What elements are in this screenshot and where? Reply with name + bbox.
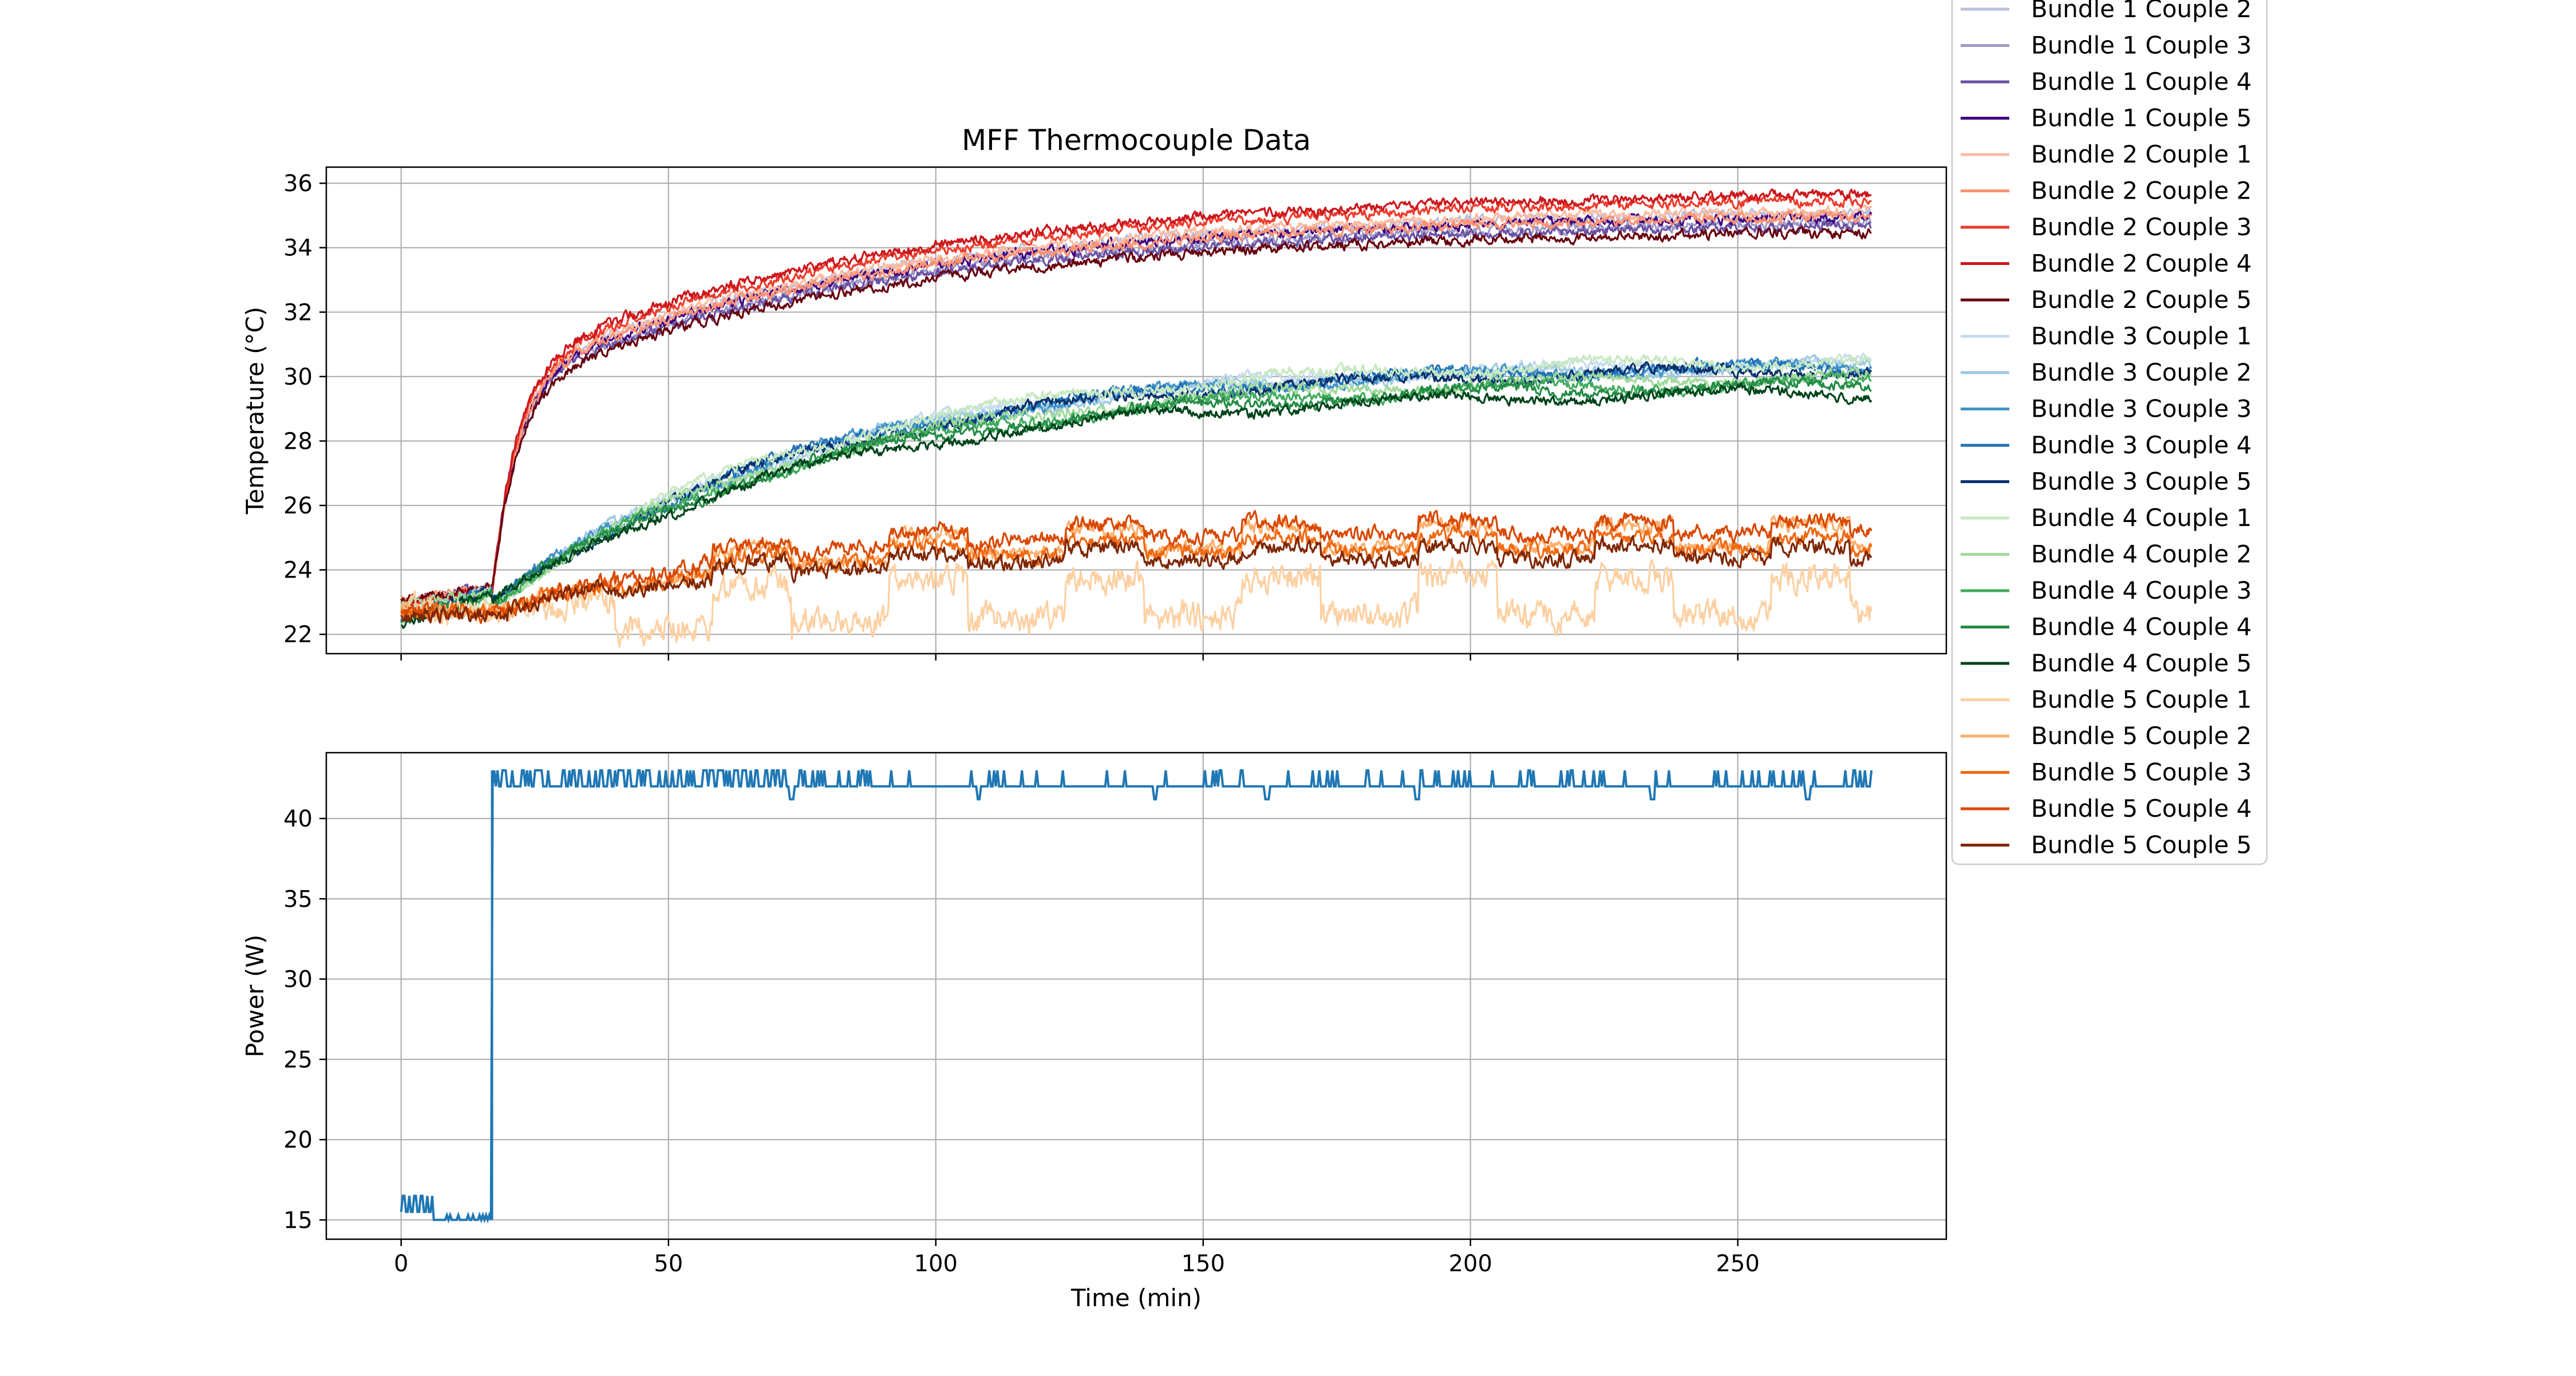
temperature-y-tick-label: 22: [283, 622, 313, 648]
power-x-tick-label: 100: [914, 1251, 958, 1277]
temperature-series-line: [400, 515, 1872, 622]
legend-frame: [1951, 0, 2268, 865]
temperature-series-group: [400, 188, 1872, 648]
legend-label: Bundle 5 Couple 4: [2031, 794, 2252, 823]
temperature-y-tick-label: 30: [283, 364, 313, 390]
temperature-series-line: [400, 509, 1872, 624]
power-y-tick-label: 25: [283, 1047, 313, 1073]
legend-label: Bundle 3 Couple 2: [2031, 358, 2252, 386]
legend-label: Bundle 4 Couple 5: [2031, 649, 2252, 677]
legend-label: Bundle 1 Couple 4: [2031, 68, 2252, 96]
legend-label: Bundle 3 Couple 3: [2031, 395, 2252, 423]
power-series-group: [400, 769, 1873, 1224]
power-plot-area: [326, 753, 1946, 1239]
legend-label: Bundle 5 Couple 2: [2031, 722, 2252, 750]
power-axis-label: Power (W): [241, 935, 269, 1058]
legend-label: Bundle 5 Couple 1: [2031, 686, 2252, 714]
legend-label: Bundle 3 Couple 1: [2031, 322, 2252, 350]
power-grid: [326, 753, 1946, 1239]
legend-label: Bundle 5 Couple 5: [2031, 831, 2252, 859]
legend-label: Bundle 2 Couple 4: [2031, 250, 2252, 278]
power-y-tick-label: 30: [283, 967, 313, 993]
power-y-tick-label: 40: [283, 806, 313, 832]
power-ticks: 0 50 100 150 200 250 15 20 25 30 35 40: [283, 806, 1760, 1277]
temperature-series-line: [400, 226, 1872, 606]
legend-label: Bundle 2 Couple 5: [2031, 286, 2252, 314]
legend-items: Bundle 1 Couple 2 Bundle 1 Couple 3 Bundle…: [1961, 0, 2252, 859]
power-x-tick-label: 0: [394, 1251, 408, 1277]
legend-label: Bundle 2 Couple 3: [2031, 213, 2252, 241]
legend-label: Bundle 4 Couple 4: [2031, 613, 2252, 641]
temperature-series-line: [400, 209, 1872, 605]
legend-label: Bundle 2 Couple 1: [2031, 140, 2252, 168]
chart-title: MFF Thermocouple Data: [962, 124, 1311, 157]
temperature-axes: 22 24 26 28 30 32 34 36 MFF Thermocouple Data T…: [241, 124, 1947, 661]
temperature-series-line: [400, 371, 1872, 619]
legend-label: Bundle 2 Couple 2: [2031, 177, 2252, 205]
power-y-tick-label: 35: [283, 886, 313, 912]
power-series-line: [400, 769, 1873, 1224]
legend-label: Bundle 4 Couple 2: [2031, 540, 2252, 568]
temperature-series-line: [401, 382, 1872, 629]
power-x-tick-label: 50: [654, 1251, 683, 1277]
temperature-ticks: 22 24 26 28 30 32 34 36: [283, 171, 1739, 661]
power-y-tick-label: 15: [283, 1207, 313, 1233]
power-x-tick-label: 200: [1449, 1251, 1492, 1277]
legend: Bundle 1 Couple 2 Bundle 1 Couple 3 Bundle…: [1951, 0, 2268, 865]
power-x-tick-label: 250: [1716, 1251, 1760, 1277]
legend-label: Bundle 4 Couple 1: [2031, 504, 2252, 532]
legend-label: Bundle 5 Couple 3: [2031, 758, 2252, 786]
temperature-y-tick-label: 24: [283, 557, 313, 584]
time-axis-label: Time (min): [1070, 1284, 1202, 1312]
legend-label: Bundle 1 Couple 3: [2031, 31, 2252, 60]
power-axes-frame: [325, 752, 1947, 1240]
legend-label: Bundle 3 Couple 5: [2031, 468, 2252, 496]
temperature-axes-frame: [325, 166, 1947, 655]
power-y-tick-label: 20: [283, 1127, 313, 1153]
temperature-axis-label: Temperature (°C): [241, 307, 269, 515]
legend-label: Bundle 1 Couple 5: [2031, 104, 2252, 132]
temperature-series-line: [401, 188, 1872, 611]
temperature-y-tick-label: 36: [283, 171, 313, 197]
temperature-y-tick-label: 32: [283, 299, 313, 326]
temperature-series-line: [401, 220, 1872, 607]
temperature-y-tick-label: 28: [283, 428, 313, 454]
temperature-grid: [326, 167, 1946, 654]
temperature-series-line: [400, 535, 1872, 624]
temperature-series-line: [400, 204, 1872, 611]
legend-label: Bundle 1 Couple 2: [2031, 0, 2252, 23]
temperature-y-tick-label: 26: [283, 493, 313, 519]
temperature-series-line: [400, 353, 1872, 624]
power-x-tick-label: 150: [1182, 1251, 1225, 1277]
temperature-y-tick-label: 34: [283, 235, 313, 262]
legend-label: Bundle 4 Couple 3: [2031, 576, 2252, 604]
temperature-series-line: [400, 557, 1872, 648]
legend-label: Bundle 3 Couple 4: [2031, 431, 2252, 459]
power-axes: 0 50 100 150 200 250 15 20 25 30 35 40 Time (min) P…: [241, 752, 1947, 1312]
